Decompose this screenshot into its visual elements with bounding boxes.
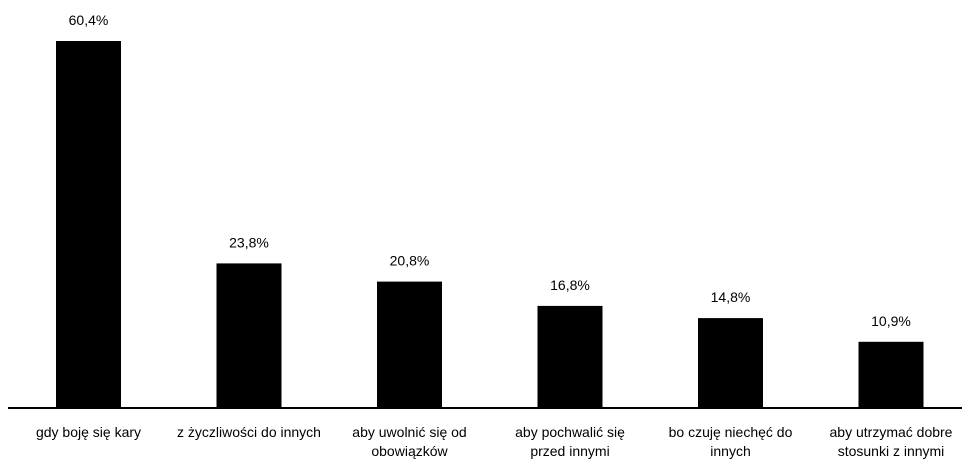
value-label-3: 16,8% [550, 277, 590, 293]
category-label-5-line-0: aby utrzymać dobre [830, 424, 953, 440]
bar-1 [216, 263, 282, 408]
value-label-1: 23,8% [229, 234, 269, 250]
category-label-3-line-0: aby pochwalić się [515, 424, 625, 440]
value-labels-layer: 60,4% 23,8% 20,8% 16,8% 14,8% 10,9% [69, 12, 911, 329]
category-labels-layer: gdy boję się kary z życzliwości do innych… [36, 424, 953, 459]
category-label-0-line-0: gdy boję się kary [36, 424, 141, 440]
category-label-2-line-1: obowiązków [371, 443, 448, 459]
bar-2 [377, 281, 442, 408]
value-label-5: 10,9% [871, 313, 911, 329]
category-label-2-line-0: aby uwolnić się od [352, 424, 466, 440]
bar-3 [537, 305, 603, 408]
value-label-2: 20,8% [390, 253, 430, 269]
bar-5 [858, 341, 924, 408]
bars-layer [56, 41, 924, 408]
value-label-4: 14,8% [711, 289, 751, 305]
bar-4 [698, 318, 763, 408]
bar-0 [56, 41, 121, 408]
category-label-5-line-1: stosunki z innymi [838, 443, 945, 459]
category-label-1-line-0: z życzliwości do innych [177, 424, 321, 440]
category-label-4-line-1: innych [710, 443, 750, 459]
value-label-0: 60,4% [69, 12, 109, 28]
category-label-3-line-1: przed innymi [530, 443, 609, 459]
category-label-4-line-0: bo czuję niechęć do [669, 424, 793, 440]
